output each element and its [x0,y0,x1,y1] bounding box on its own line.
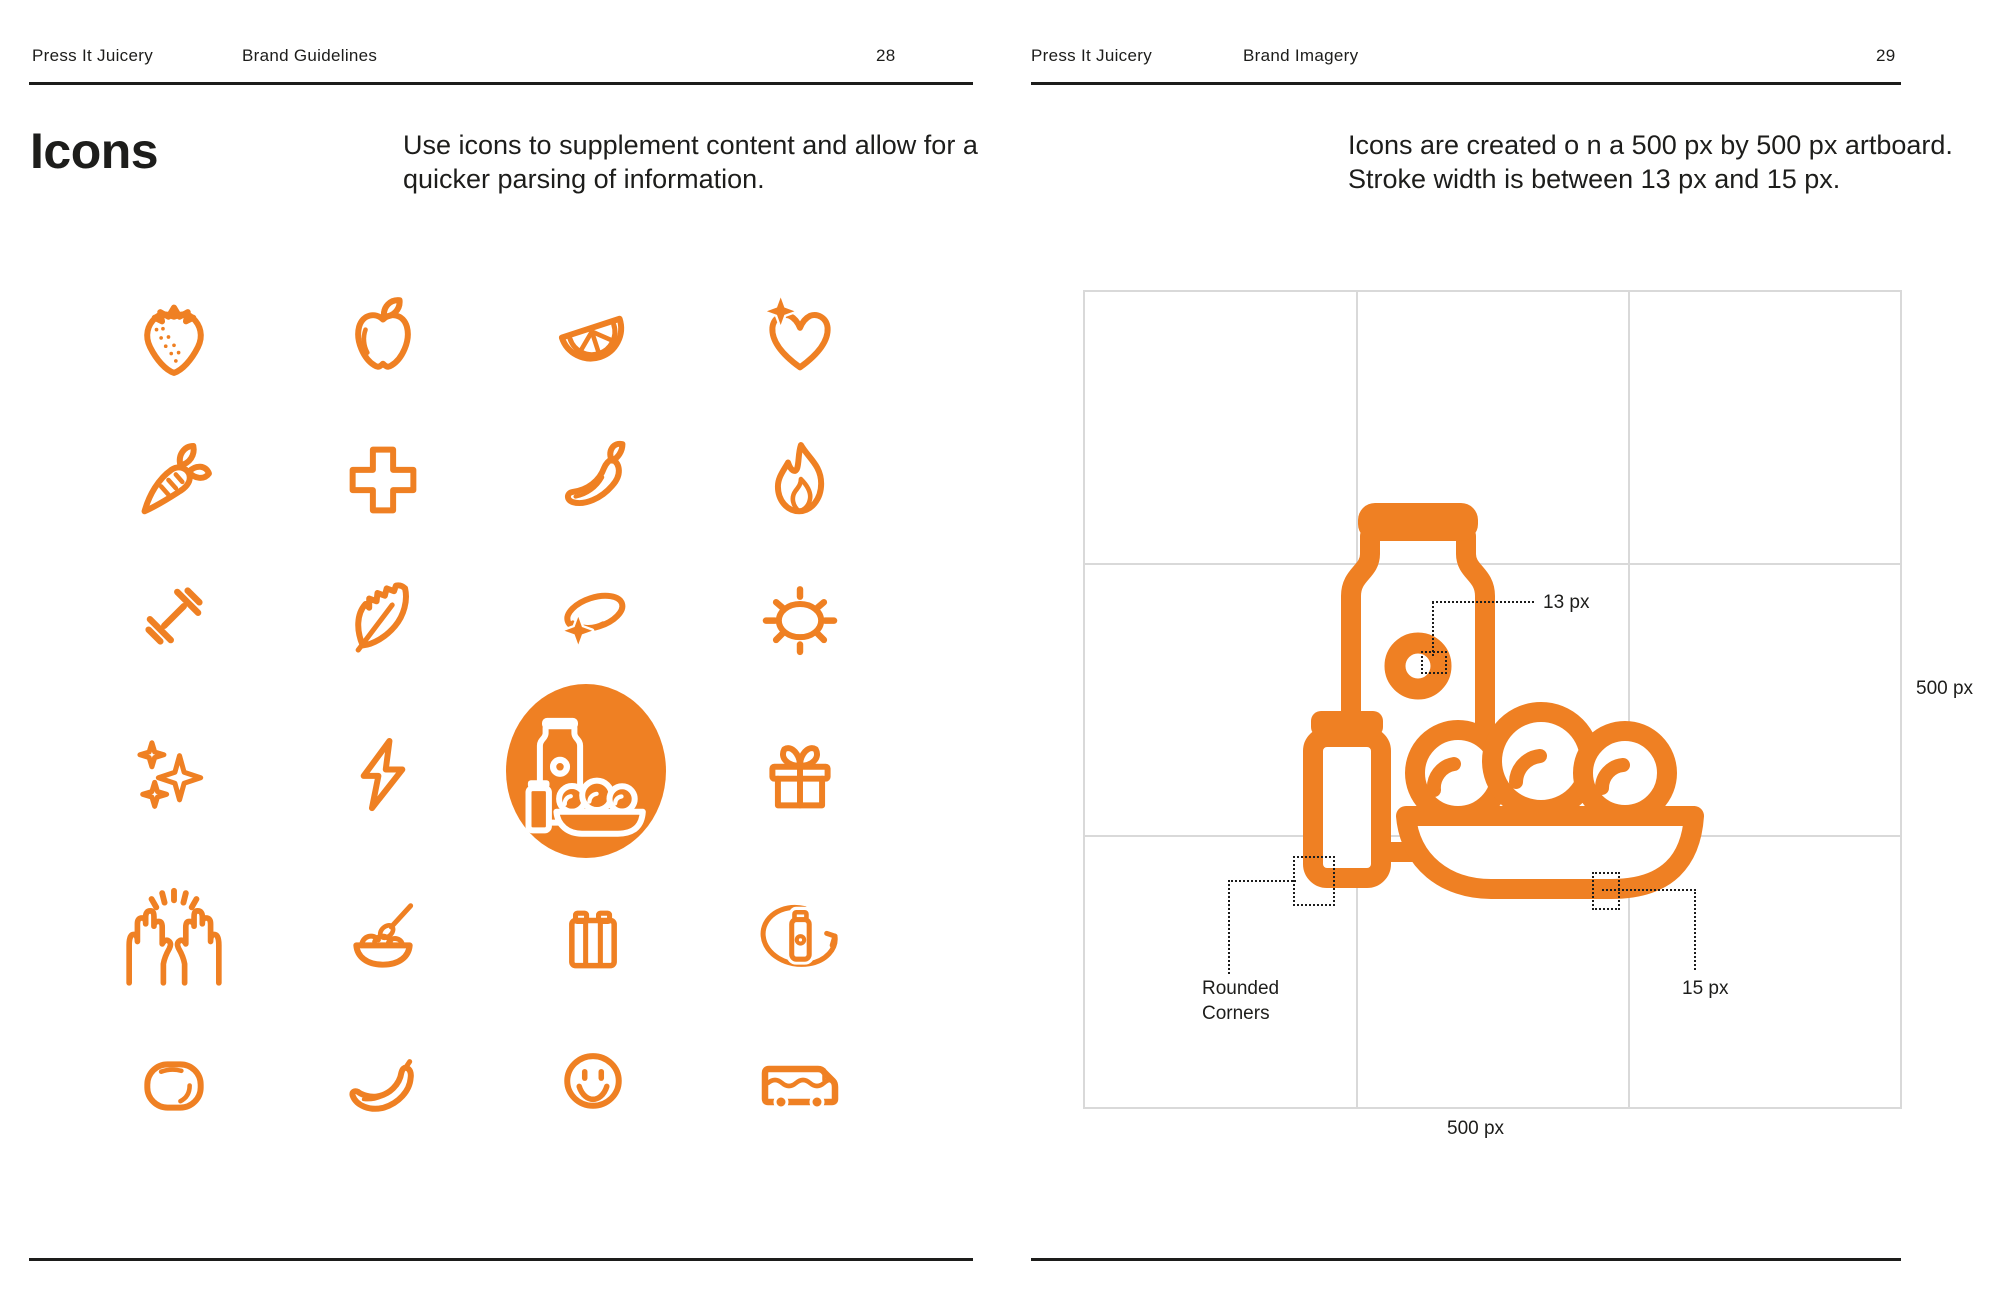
corners-leader-vertical [1228,880,1230,974]
juice-bottle-bowl-construction-icon [1280,470,1720,910]
left-page-number: 28 [876,46,896,65]
stroke-min-leader-vertical [1432,602,1434,656]
heart-sparkle-icon [754,291,846,383]
corners-leader-horizontal [1228,880,1296,882]
lightning-bolt-icon [337,729,429,821]
right-header-brand: Press It Juicery [1031,46,1152,65]
left-description-line1: Use icons to supplement content and allo… [403,130,978,160]
icon-grid [115,291,850,1130]
delivery-bus-icon [750,1030,850,1130]
lime-icon [128,1034,220,1126]
juice-circle-badge-icon [504,682,668,860]
left-page: Press It Juicery Brand Guidelines 28 Ico… [29,46,978,1261]
stroke-min-label: 13 px [1543,592,1590,613]
flame-icon [754,434,846,526]
right-description-line2: Stroke width is between 13 px and 15 px. [1348,164,1841,194]
artboard-gridline-v2 [1628,292,1630,1107]
bottle-recycle-icon [754,892,846,984]
right-header-section: Brand Imagery [1243,46,1359,65]
stroke-max-leader-horizontal [1602,889,1696,891]
left-description: Use icons to supplement content and allo… [403,128,978,196]
gift-icon [754,729,846,821]
corners-marker-box [1293,856,1335,906]
swoosh-sparkle-icon [547,570,639,662]
right-page: Press It Juicery Brand Imagery 29 Icons … [1000,0,2000,1294]
page-title: Icons [30,123,159,179]
right-description: Icons are created o n a 500 px by 500 px… [1348,128,1953,196]
apple-icon [337,291,429,383]
leaf-icon [337,570,429,662]
left-header-brand: Press It Juicery [32,46,153,65]
left-header-rule [29,82,973,85]
left-description-line2: quicker parsing of information. [403,164,765,194]
stroke-max-leader-vertical [1694,889,1696,970]
strawberry-icon [128,291,220,383]
carrot-icon [128,434,220,526]
stroke-min-marker-box [1421,651,1447,674]
artboard-gridline-h1 [1085,563,1900,565]
right-description-line1: Icons are created o n a 500 px by 500 px… [1348,130,1953,160]
dumbbell-icon [128,570,220,662]
banana-icon [337,1034,429,1126]
chili-pepper-icon [547,434,639,526]
right-header-rule [1031,82,1901,85]
celebrating-hands-icon [115,879,233,997]
fruit-bowl-spoon-icon [337,892,429,984]
stroke-max-label: 15 px [1682,978,1729,999]
left-header-section: Brand Guidelines [242,46,378,65]
right-footer-rule [1031,1258,1901,1261]
right-page-number: 29 [1876,46,1896,65]
stroke-max-marker-box [1592,872,1620,910]
sun-icon [754,570,846,662]
corners-label: Rounded Corners [1202,978,1280,1024]
juice-pack-icon [547,892,639,984]
artboard-height-label: 500 px [1916,678,1974,699]
smiley-face-icon [547,1034,639,1126]
stroke-min-leader-horizontal [1432,601,1534,603]
artboard-width-label: 500 px [1447,1118,1505,1139]
medical-cross-icon [337,434,429,526]
orange-slice-icon [547,291,639,383]
sparkles-icon [128,729,220,821]
left-footer-rule [29,1258,973,1261]
